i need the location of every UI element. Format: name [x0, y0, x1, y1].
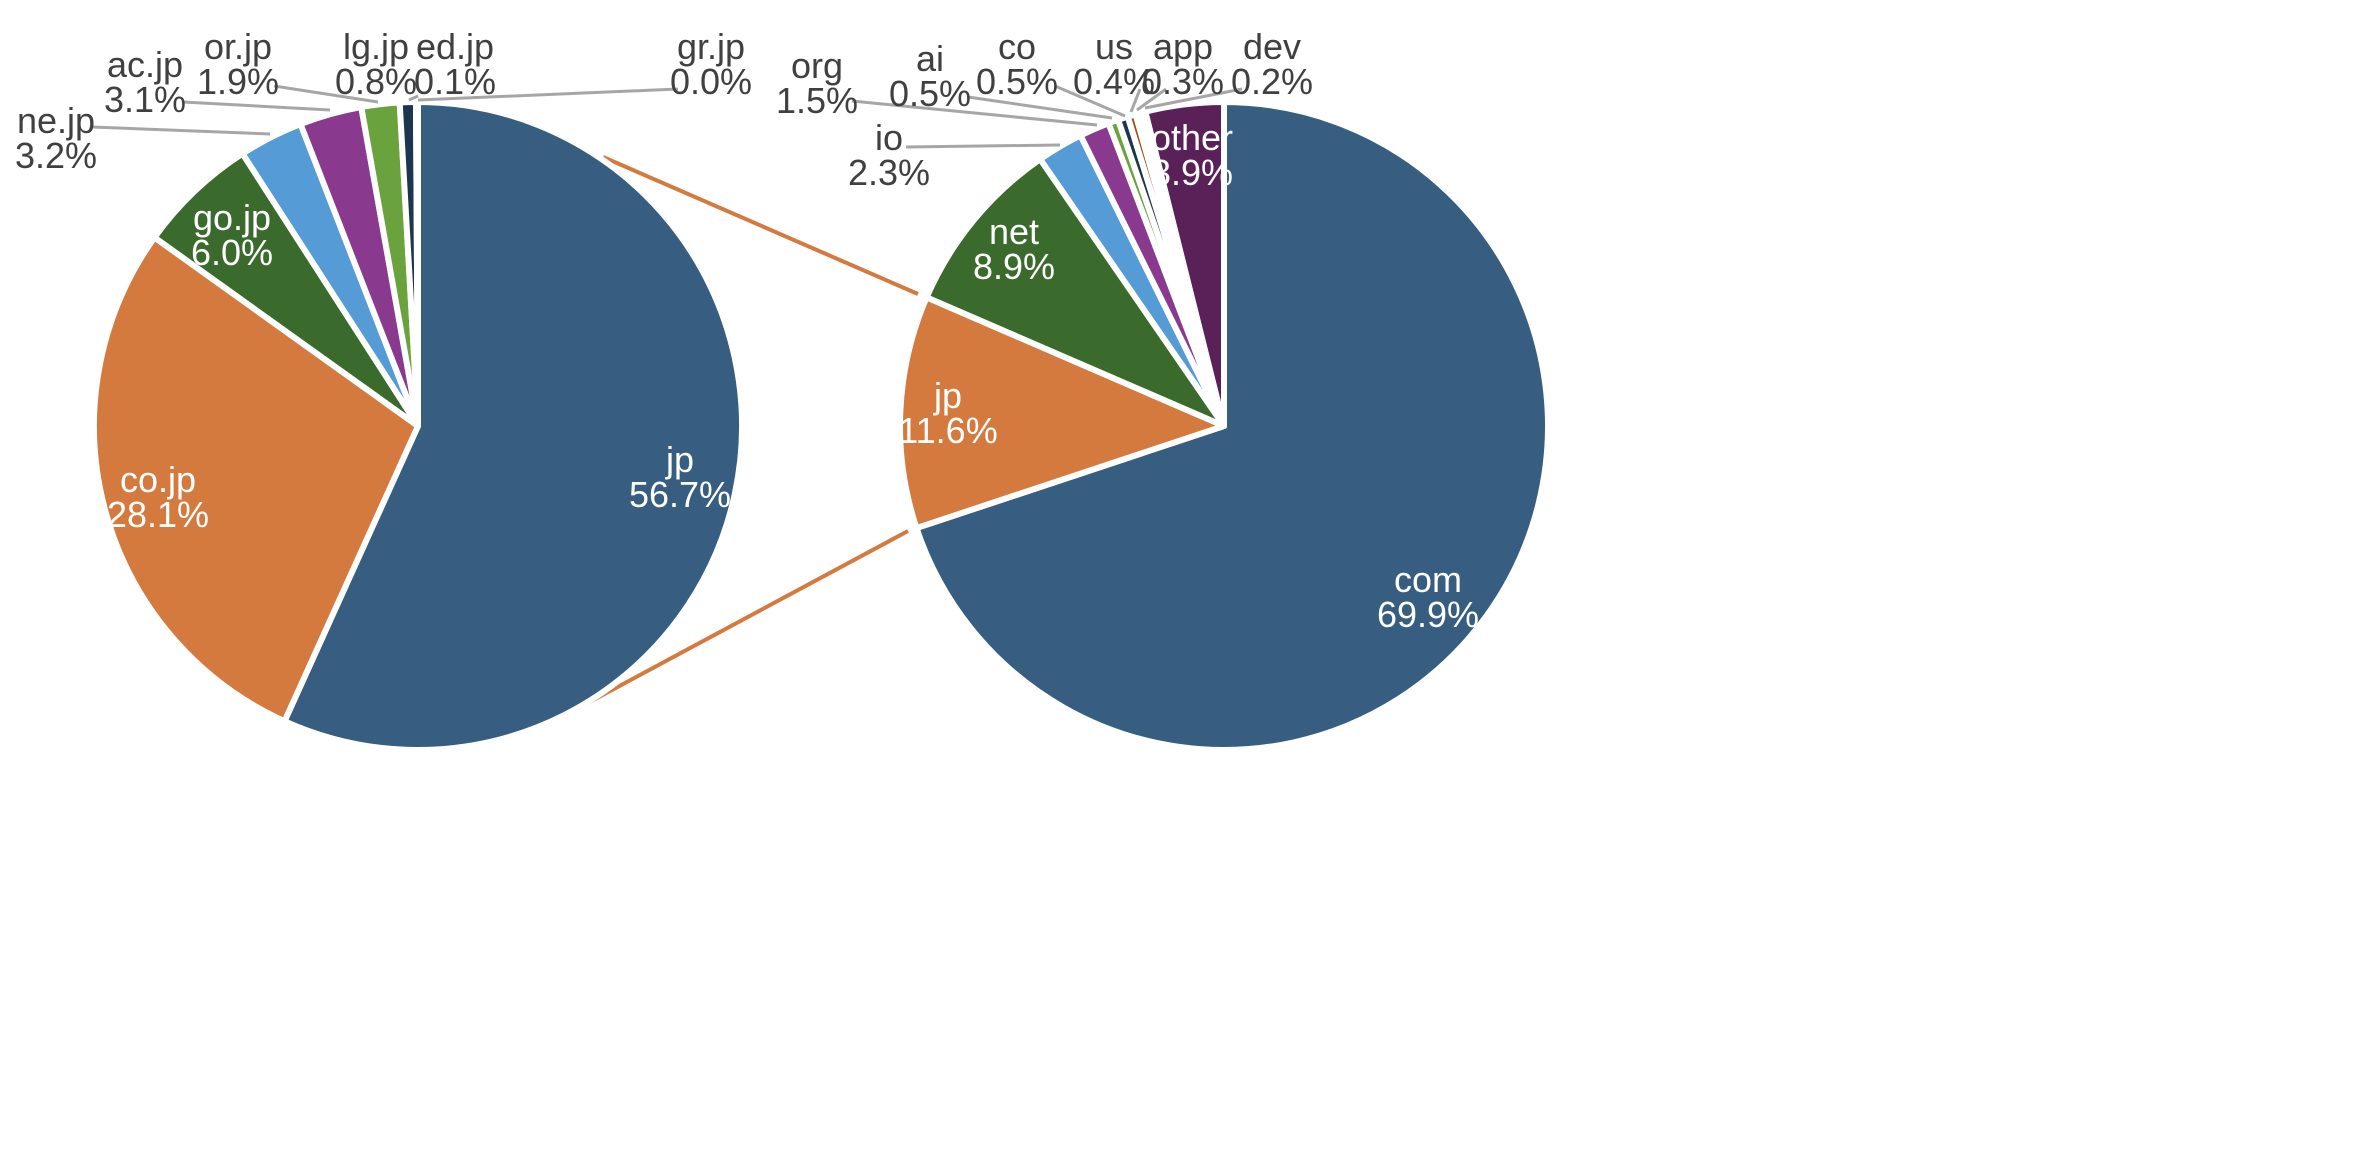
pie1-label-io: io 2.3% [848, 117, 930, 193]
label-name: io [875, 117, 903, 158]
connector-lines [570, 155, 919, 714]
label-value: 3.9% [1151, 152, 1233, 193]
label-name: or.jp [204, 26, 272, 67]
pie1-slice-net [923, 156, 1227, 429]
data-labels: jp 56.7%co.jp 28.1%go.jp 6.0%ne.jp 3.2%ac.jp… [15, 26, 1479, 635]
pie0-slice-co-jp [91, 234, 421, 725]
pie1-slice-other [1142, 99, 1227, 429]
leader-line-us [1129, 88, 1142, 113]
label-name: net [989, 211, 1039, 252]
pie0-label-or-jp: or.jp 1.9% [197, 26, 279, 102]
label-value: 0.3% [1142, 61, 1224, 102]
pie1-slice-jp [897, 294, 1227, 532]
pie1-label-us: us 0.4% [1073, 26, 1155, 102]
left-pie [91, 98, 745, 753]
leader-line-ed-jp [408, 94, 419, 102]
label-name: lg.jp [343, 26, 409, 67]
leader-line-dev [1144, 87, 1243, 110]
label-value: 0.2% [1231, 61, 1313, 102]
pie1-label-app: app 0.3% [1142, 26, 1224, 102]
pie1-slice-com [913, 99, 1551, 753]
leader-line-gr-jp [417, 87, 679, 102]
label-name: jp [933, 375, 962, 416]
pie0-label-lg-jp: lg.jp 0.8% [335, 26, 417, 102]
label-name: dev [1243, 26, 1301, 67]
pie0-label-jp: jp 56.7% [629, 439, 731, 515]
connector-line-bottom [570, 529, 909, 714]
label-value: 0.8% [335, 61, 417, 102]
label-value: 0.1% [414, 61, 496, 102]
leader-line-ai [967, 95, 1113, 120]
label-value: 0.5% [889, 73, 971, 114]
connector-line-top [602, 155, 919, 296]
leader-line-app [1136, 87, 1167, 112]
leader-line-or-jp [273, 84, 379, 104]
label-value: 0.5% [976, 61, 1058, 102]
label-value: 1.9% [197, 61, 279, 102]
pie1-label-net: net 8.9% [973, 211, 1055, 287]
label-value: 3.1% [104, 79, 186, 120]
label-value: 3.2% [15, 135, 97, 176]
label-name: co.jp [120, 459, 196, 500]
pie1-label-jp: jp 11.6% [898, 375, 997, 451]
label-value: 2.3% [848, 152, 930, 193]
label-name: go.jp [193, 197, 271, 238]
label-name: com [1394, 559, 1462, 600]
leader-line-co [1054, 84, 1126, 118]
pie0-label-co-jp: co.jp 28.1% [107, 459, 209, 535]
label-value: 1.5% [776, 80, 858, 121]
label-value: 28.1% [107, 494, 209, 535]
pie1-label-co: co 0.5% [976, 26, 1058, 102]
leader-line-ne-jp [91, 125, 271, 136]
leader-line-org [851, 99, 1098, 127]
right-pie [897, 99, 1551, 753]
pie1-label-com: com 69.9% [1377, 559, 1479, 635]
pie0-label-ed-jp: ed.jp 0.1% [414, 26, 496, 102]
leader-line-io [905, 143, 1061, 149]
pie0-slice-ed-jp [412, 98, 421, 429]
label-value: 11.6% [898, 410, 997, 451]
label-name: ac.jp [107, 44, 183, 85]
label-name: ai [916, 38, 944, 79]
label-name: app [1153, 26, 1213, 67]
pie1-label-ai: ai 0.5% [889, 38, 971, 114]
pie0-label-ac-jp: ac.jp 3.1% [104, 44, 186, 120]
pie1-label-org: org 1.5% [776, 45, 858, 121]
label-value: 6.0% [191, 232, 273, 273]
pie0-label-ne-jp: ne.jp 3.2% [15, 100, 97, 176]
label-name: org [791, 45, 843, 86]
pie1-label-dev: dev 0.2% [1231, 26, 1313, 102]
label-value: 69.9% [1377, 594, 1479, 635]
label-name: us [1095, 26, 1133, 67]
leader-line-ac-jp [182, 100, 331, 112]
label-value: 8.9% [973, 246, 1055, 287]
label-value: 56.7% [629, 474, 731, 515]
pie0-label-go-jp: go.jp 6.0% [191, 197, 273, 273]
label-value: 0.4% [1073, 61, 1155, 102]
pie0-label-gr-jp: gr.jp 0.0% [670, 26, 752, 102]
label-name: other [1151, 117, 1233, 158]
label-name: ne.jp [17, 100, 95, 141]
label-name: ed.jp [416, 26, 494, 67]
label-name: co [998, 26, 1036, 67]
leader-lines [91, 84, 1243, 149]
label-name: jp [665, 439, 694, 480]
label-value: 0.0% [670, 61, 752, 102]
pie0-slice-jp [281, 99, 745, 753]
pie1-label-other: other 3.9% [1151, 117, 1233, 193]
label-name: gr.jp [677, 26, 745, 67]
